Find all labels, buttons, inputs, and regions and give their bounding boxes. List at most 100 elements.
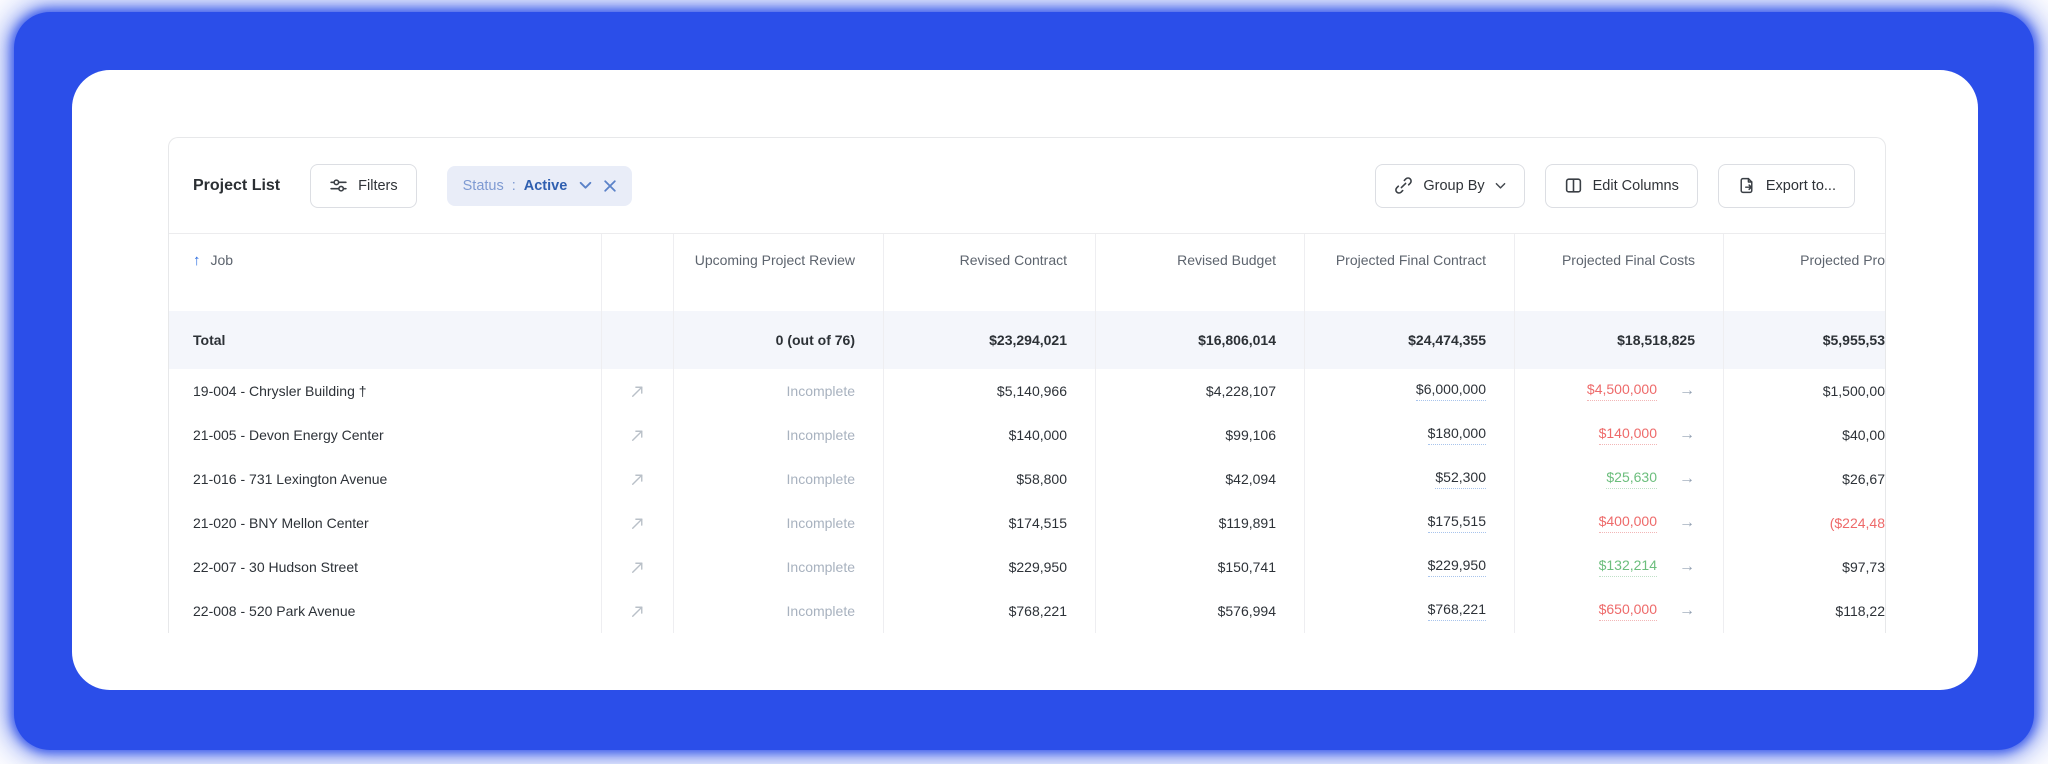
money-value: $118,22 [1835, 603, 1885, 619]
projected-profit-cell: $26,67 [1723, 457, 1885, 501]
chevron-down-icon [1495, 182, 1506, 190]
projected-final-costs-cell: $140,000 → [1514, 413, 1723, 457]
split-columns-icon [1564, 176, 1583, 195]
chip-separator: : [511, 177, 516, 194]
money-value: $1,500,00 [1822, 383, 1885, 399]
group-by-button-label: Group By [1423, 177, 1485, 194]
money-value: $58,800 [1016, 471, 1067, 487]
review-status: Incomplete [786, 603, 855, 619]
editable-money-value[interactable]: $175,515 [1427, 513, 1486, 533]
column-header-label: Projected Final Costs [1561, 252, 1695, 268]
table-row: 22-008 - 520 Park Avenue Incomplete $768,2… [169, 589, 1885, 633]
editable-money-value[interactable]: $6,000,000 [1415, 381, 1486, 401]
arrow-up-icon[interactable]: ↑ [193, 252, 201, 269]
open-project-cell [601, 369, 673, 413]
total-value: $16,806,014 [1198, 332, 1276, 348]
review-status: Incomplete [786, 427, 855, 443]
chain-link-icon [1394, 176, 1413, 195]
editable-money-value[interactable]: $229,950 [1427, 557, 1486, 577]
projected-final-contract-cell: $768,221 [1304, 589, 1514, 633]
job-cell: 21-016 - 731 Lexington Avenue [169, 457, 601, 501]
file-export-icon [1737, 176, 1756, 195]
column-header-review[interactable]: Upcoming Project Review [673, 234, 883, 311]
editable-money-value[interactable]: $650,000 [1598, 601, 1657, 621]
close-icon[interactable] [604, 179, 616, 192]
money-value: $99,106 [1225, 427, 1276, 443]
projected-final-costs-cell: $650,000 → [1514, 589, 1723, 633]
editable-money-value[interactable]: $140,000 [1598, 425, 1657, 445]
projected-profit-cell: $1,500,00 [1723, 369, 1885, 413]
revised-contract-cell: $140,000 [883, 413, 1095, 457]
column-header-projected_final_costs[interactable]: Projected Final Costs [1514, 234, 1723, 311]
filters-button[interactable]: Filters [310, 163, 417, 208]
projected-profit-cell: ($224,48 [1723, 501, 1885, 545]
projected-profit-cell: $40,00 [1723, 413, 1885, 457]
chip-field-label: Status [462, 177, 504, 194]
revised-budget-cell: $150,741 [1095, 545, 1304, 589]
arrow-right-icon: → [1679, 426, 1695, 443]
money-value: $150,741 [1217, 559, 1276, 575]
column-header-link[interactable] [601, 234, 673, 311]
review-status: Incomplete [786, 471, 855, 487]
job-cell: 22-008 - 520 Park Avenue [169, 589, 601, 633]
review-status: Incomplete [786, 515, 855, 531]
external-link-arrow-icon[interactable] [629, 515, 646, 532]
review-cell: Incomplete [673, 589, 883, 633]
money-value: $576,994 [1217, 603, 1276, 619]
arrow-right-icon: → [1679, 382, 1695, 399]
column-header-projected_final_contract[interactable]: Projected Final Contract [1304, 234, 1514, 311]
job-cell: 19-004 - Chrysler Building † [169, 369, 601, 413]
editable-money-value[interactable]: $768,221 [1427, 601, 1486, 621]
open-project-cell [601, 457, 673, 501]
money-value: $97,73 [1842, 559, 1885, 575]
total-cell-review: 0 (out of 76) [673, 311, 883, 369]
edit-columns-button-label: Edit Columns [1592, 177, 1679, 194]
arrow-right-icon: → [1679, 514, 1695, 531]
projected-final-contract-cell: $229,950 [1304, 545, 1514, 589]
status-filter-chip[interactable]: Status : Active [446, 165, 633, 206]
job-cell: 21-005 - Devon Energy Center [169, 413, 601, 457]
editable-money-value[interactable]: $400,000 [1598, 513, 1657, 533]
money-value: ($224,48 [1829, 515, 1885, 531]
external-link-arrow-icon[interactable] [629, 603, 646, 620]
total-cell-link [601, 311, 673, 369]
content-card: Project List Filters Status : [72, 70, 1978, 690]
column-header-label: Revised Budget [1177, 252, 1276, 268]
column-header-job[interactable]: ↑ Job [169, 234, 601, 311]
job-cell: 22-007 - 30 Hudson Street [169, 545, 601, 589]
column-header-label: Projected Final Contract [1335, 252, 1486, 268]
job-label: 21-020 - BNY Mellon Center [193, 515, 369, 531]
review-cell: Incomplete [673, 457, 883, 501]
editable-money-value[interactable]: $25,630 [1606, 469, 1657, 489]
edit-columns-button[interactable]: Edit Columns [1544, 163, 1698, 208]
total-value: $18,518,825 [1617, 332, 1695, 348]
column-header-revised_contract[interactable]: Revised Contract [883, 234, 1095, 311]
export-button[interactable]: Export to... [1717, 163, 1855, 208]
arrow-right-icon: → [1679, 558, 1695, 575]
open-project-cell [601, 589, 673, 633]
money-value: $40,00 [1842, 427, 1885, 443]
editable-money-value[interactable]: $132,214 [1598, 557, 1657, 577]
editable-money-value[interactable]: $52,300 [1435, 469, 1486, 489]
revised-contract-cell: $5,140,966 [883, 369, 1095, 413]
external-link-arrow-icon[interactable] [629, 383, 646, 400]
external-link-arrow-icon[interactable] [629, 427, 646, 444]
open-project-cell [601, 413, 673, 457]
review-status: Incomplete [786, 559, 855, 575]
column-header-label: Projected Pro [1800, 252, 1885, 268]
review-cell: Incomplete [673, 501, 883, 545]
editable-money-value[interactable]: $4,500,000 [1586, 381, 1657, 401]
total-cell-projected_profit: $5,955,53 [1723, 311, 1885, 369]
arrow-right-icon: → [1679, 470, 1695, 487]
column-header-projected_profit[interactable]: Projected Pro [1723, 234, 1885, 311]
editable-money-value[interactable]: $180,000 [1427, 425, 1486, 445]
external-link-arrow-icon[interactable] [629, 559, 646, 576]
total-value: 0 (out of 76) [775, 332, 855, 348]
external-link-arrow-icon[interactable] [629, 471, 646, 488]
column-header-label: Job [210, 252, 234, 268]
projected-final-contract-cell: $6,000,000 [1304, 369, 1514, 413]
column-header-revised_budget[interactable]: Revised Budget [1095, 234, 1304, 311]
group-by-button[interactable]: Group By [1375, 163, 1525, 208]
chevron-down-icon[interactable] [579, 181, 592, 190]
projected-final-costs-cell: $400,000 → [1514, 501, 1723, 545]
